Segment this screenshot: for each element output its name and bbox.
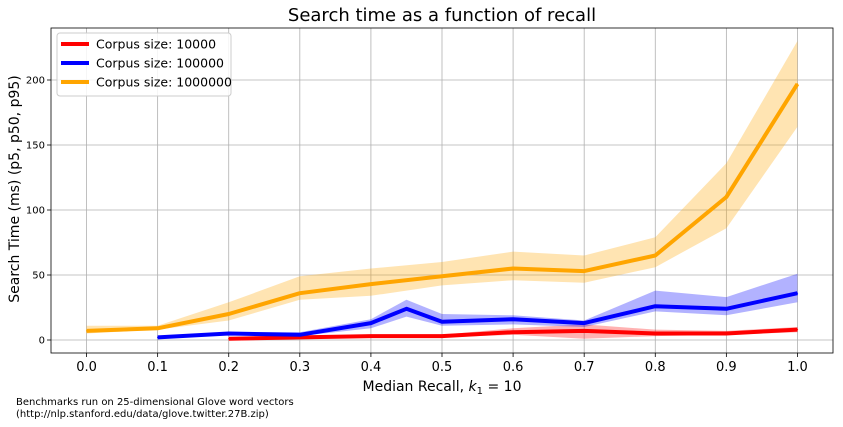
x-tick-label: 0.3 bbox=[289, 360, 310, 375]
band-corpus-size-1000000 bbox=[86, 41, 798, 334]
point-corpus-size-1000000 bbox=[441, 275, 443, 277]
legend-box bbox=[56, 32, 232, 97]
point-corpus-size-1000000 bbox=[512, 267, 514, 270]
point-corpus-size-100000 bbox=[228, 332, 230, 335]
y-tick-label: 100 bbox=[26, 206, 45, 217]
x-axis-label-subscript: 1 bbox=[477, 386, 483, 397]
legend-label: Corpus size: 10000 bbox=[96, 37, 216, 52]
point-corpus-size-10000 bbox=[370, 335, 372, 337]
point-corpus-size-10000 bbox=[512, 331, 514, 333]
point-corpus-size-1000000 bbox=[725, 196, 727, 198]
x-tick-label: 0.9 bbox=[716, 360, 737, 375]
footnote-line-1: Benchmarks run on 25-dimensional Glove w… bbox=[16, 397, 294, 408]
x-axis-label-text: Median Recall, bbox=[363, 379, 469, 395]
x-tick-label: 0.2 bbox=[218, 360, 239, 375]
y-tick-label: 150 bbox=[26, 141, 45, 152]
y-tick-label: 200 bbox=[26, 76, 45, 87]
legend-label: Corpus size: 1000000 bbox=[96, 75, 232, 90]
point-corpus-size-10000 bbox=[228, 338, 230, 340]
point-corpus-size-100000 bbox=[441, 321, 443, 323]
point-corpus-size-100000 bbox=[370, 322, 372, 324]
x-axis-label: Median Recall, k1 = 10 bbox=[363, 379, 522, 397]
y-tick-label: 0 bbox=[39, 336, 45, 347]
legend: Corpus size: 10000 Corpus size: 100000 Cor… bbox=[56, 32, 232, 97]
point-corpus-size-10000 bbox=[299, 336, 301, 338]
point-corpus-size-100000 bbox=[583, 322, 585, 324]
x-tick-label: 0.6 bbox=[503, 360, 524, 375]
footnote: Benchmarks run on 25-dimensional Glove w… bbox=[16, 397, 294, 421]
x-tick-label: 0.4 bbox=[361, 360, 382, 375]
point-corpus-size-1000000 bbox=[228, 313, 230, 315]
y-tick-label: 50 bbox=[32, 271, 45, 282]
point-corpus-size-10000 bbox=[796, 329, 799, 331]
point-corpus-size-1000000 bbox=[370, 283, 372, 285]
y-axis-label: Search Time (ms) (p5, p50, p95) bbox=[7, 75, 23, 303]
x-axis-label-math: k bbox=[469, 379, 478, 395]
chart-title: Search time as a function of recall bbox=[288, 5, 596, 26]
point-corpus-size-1000000 bbox=[299, 292, 301, 294]
point-corpus-size-1000000 bbox=[796, 83, 799, 85]
point-corpus-size-100000 bbox=[405, 308, 408, 310]
point-corpus-size-100000 bbox=[796, 292, 799, 294]
point-corpus-size-1000000 bbox=[85, 330, 88, 332]
point-corpus-size-100000 bbox=[654, 305, 656, 307]
y-ticks: 0 50 100 150 200 bbox=[26, 76, 51, 347]
legend-label: Corpus size: 100000 bbox=[96, 56, 224, 71]
point-corpus-size-1000000 bbox=[157, 327, 159, 329]
point-corpus-size-10000 bbox=[654, 332, 656, 335]
point-corpus-size-10000 bbox=[725, 332, 727, 335]
point-corpus-size-100000 bbox=[725, 308, 727, 310]
x-tick-label: 0.0 bbox=[76, 360, 97, 375]
footnote-line-2: (http://nlp.stanford.edu/data/glove.twit… bbox=[16, 409, 269, 420]
series-lines bbox=[85, 82, 800, 341]
point-corpus-size-100000 bbox=[299, 334, 301, 336]
point-corpus-size-1000000 bbox=[583, 270, 585, 272]
x-axis-label-tail: = 10 bbox=[483, 379, 521, 395]
point-corpus-size-10000 bbox=[441, 335, 443, 337]
x-tick-label: 0.1 bbox=[147, 360, 168, 375]
point-corpus-size-100000 bbox=[157, 336, 159, 338]
point-corpus-size-100000 bbox=[512, 318, 514, 320]
x-tick-label: 0.8 bbox=[645, 360, 666, 375]
x-tick-label: 0.7 bbox=[574, 360, 595, 375]
x-ticks: 0.0 0.1 0.2 0.3 0.4 0.5 0.6 0.7 0.8 0.9 1.0 bbox=[76, 353, 808, 375]
point-corpus-size-10000 bbox=[583, 330, 585, 332]
x-tick-label: 0.5 bbox=[432, 360, 453, 375]
x-tick-label: 1.0 bbox=[787, 360, 808, 375]
point-corpus-size-1000000 bbox=[654, 254, 656, 257]
